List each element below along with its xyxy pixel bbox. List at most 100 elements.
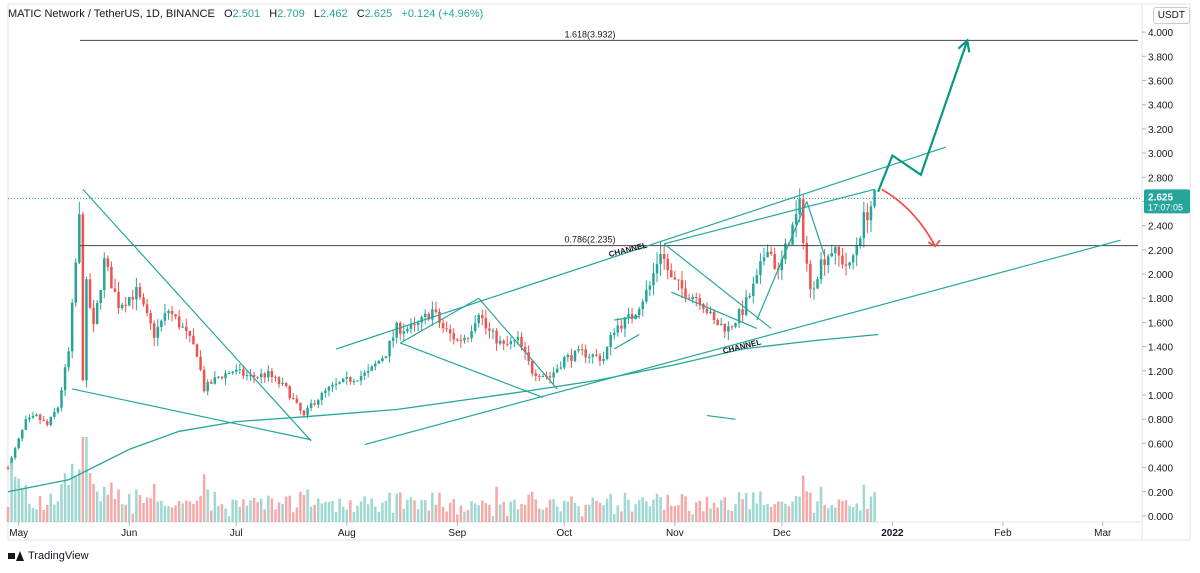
- trend-line: [614, 315, 640, 321]
- candle-body: [873, 189, 876, 207]
- candle-body: [402, 331, 406, 334]
- candle-body: [160, 320, 163, 327]
- candle-body: [509, 341, 513, 345]
- volume-bar: [680, 494, 684, 522]
- trend-line: [706, 414, 736, 420]
- candle-body: [477, 314, 480, 324]
- tradingview-logo[interactable]: TradingView: [8, 550, 89, 562]
- candle-body: [249, 374, 252, 376]
- green-arrow-head: [957, 38, 971, 53]
- candle-body: [431, 309, 434, 320]
- volume-bar: [541, 509, 545, 522]
- candle-body: [645, 289, 648, 302]
- candle-body: [74, 262, 78, 303]
- volume-bar: [302, 494, 306, 522]
- volume-bar: [762, 505, 766, 522]
- volume-bar: [416, 509, 420, 522]
- volume-bar: [662, 509, 666, 522]
- candle-body: [352, 381, 356, 383]
- volume-bar: [862, 484, 866, 522]
- symbol-title[interactable]: MATIC Network / TetherUS, 1D, BINANCE: [8, 8, 215, 20]
- volume-bar: [145, 497, 149, 522]
- x-tick-label: 2022: [881, 528, 904, 539]
- candle-body: [766, 251, 769, 258]
- candle-body: [288, 386, 291, 399]
- volume-bar: [127, 493, 131, 522]
- volume-bar: [473, 503, 477, 522]
- x-tick-label: Oct: [557, 528, 573, 539]
- y-tick-label: 1.800: [1148, 294, 1173, 305]
- volume-bar: [113, 498, 117, 522]
- volume-bar: [752, 492, 755, 522]
- candle-body: [320, 392, 324, 401]
- candle-body: [113, 288, 117, 292]
- candle-body: [520, 336, 523, 347]
- candle-body: [513, 340, 516, 342]
- volume-bar: [341, 506, 345, 522]
- candle-body: [406, 328, 409, 332]
- candle-body: [580, 349, 584, 351]
- volume-bar: [49, 493, 53, 522]
- candle-body: [612, 332, 616, 335]
- volume-bar: [388, 492, 391, 522]
- candle-body: [24, 419, 28, 430]
- candle-body: [662, 254, 666, 259]
- candle-body: [801, 199, 805, 243]
- candle-body: [174, 314, 177, 317]
- volume-bar: [456, 514, 459, 522]
- volume-bar: [10, 462, 13, 522]
- candle-body: [259, 373, 263, 378]
- candle-body: [299, 402, 302, 411]
- volume-bar: [801, 475, 805, 522]
- volume-bar: [484, 503, 488, 522]
- volume-bar: [395, 493, 398, 522]
- x-tick-label: Feb: [994, 528, 1012, 539]
- candle-body: [866, 212, 869, 221]
- candle-body: [152, 323, 156, 338]
- volume-bar: [28, 503, 31, 522]
- candle-body: [862, 212, 866, 239]
- volume-bar: [135, 489, 138, 522]
- volume-bar: [152, 483, 156, 522]
- volume-bar: [659, 497, 662, 522]
- volume-bar: [463, 511, 466, 522]
- candle-body: [463, 337, 466, 341]
- candle-body: [210, 382, 213, 384]
- volume-bar: [210, 510, 213, 522]
- candle-body: [377, 360, 381, 364]
- volume-bar: [313, 504, 316, 522]
- price-tag: [1144, 189, 1190, 214]
- volume-bar: [70, 463, 74, 522]
- volume-bar: [652, 499, 655, 522]
- volume-bar: [630, 511, 634, 522]
- volume-bar: [206, 489, 209, 522]
- volume-bar: [359, 501, 363, 522]
- candle-body: [748, 295, 751, 298]
- trend-line: [663, 243, 772, 329]
- candle-body: [349, 376, 352, 382]
- candle-body: [192, 335, 195, 345]
- candle-body: [712, 311, 716, 321]
- trend-line: [335, 146, 947, 350]
- volume-bar: [92, 483, 95, 522]
- volume-bar: [434, 504, 438, 522]
- currency-button[interactable]: USDT: [1152, 7, 1190, 24]
- candle-body: [252, 374, 256, 377]
- candle-body: [698, 298, 702, 305]
- volume-bar: [316, 498, 320, 522]
- volume-bar: [727, 510, 730, 522]
- volume-bar: [687, 510, 691, 522]
- volume-bar: [120, 504, 124, 522]
- candle-body: [177, 316, 181, 328]
- candle-body: [555, 368, 559, 373]
- volume-bar: [21, 487, 24, 522]
- candle-body: [598, 355, 602, 361]
- volume-bar: [217, 506, 220, 522]
- candle-body: [28, 417, 31, 420]
- y-tick-label: 3.000: [1148, 149, 1173, 160]
- candle-body: [95, 302, 99, 325]
- volume-bar: [523, 504, 527, 522]
- candle-body: [869, 206, 873, 221]
- trend-line: [478, 297, 558, 390]
